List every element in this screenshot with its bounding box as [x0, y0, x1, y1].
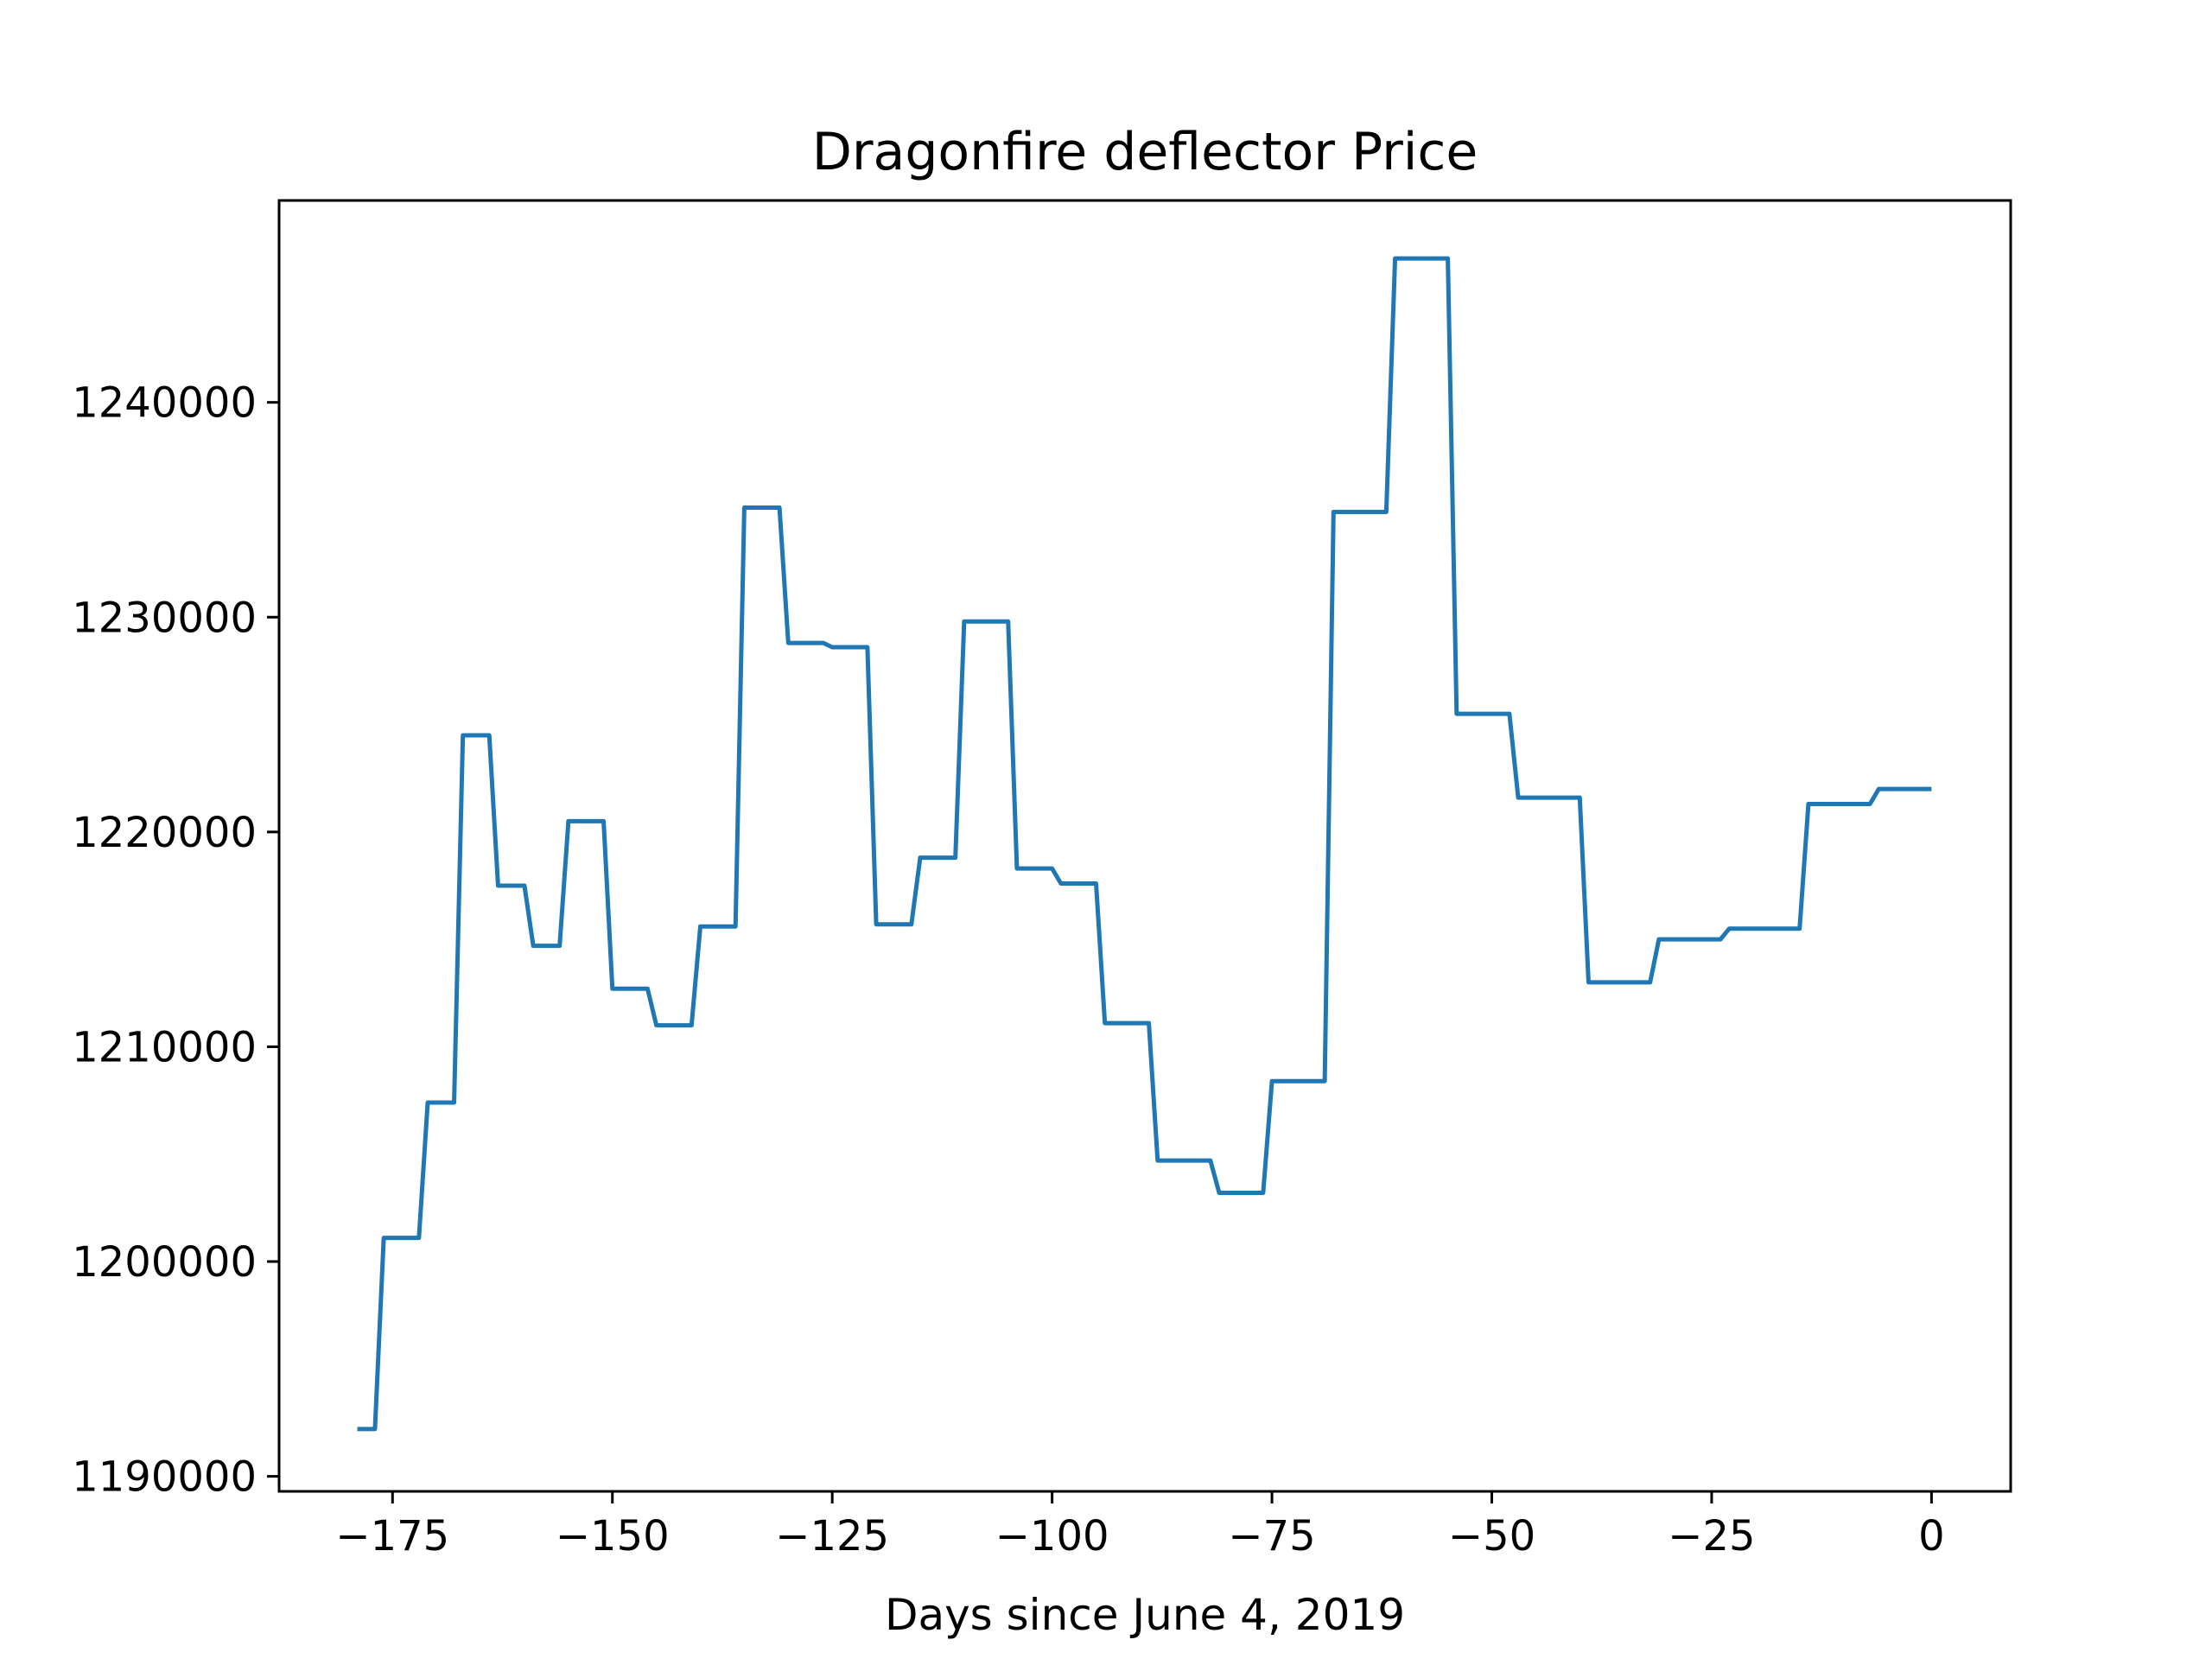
y-tick-label: 1210000: [72, 1023, 257, 1071]
y-tick-label: 1230000: [72, 594, 257, 642]
x-axis-label: Days since June 4, 2019: [885, 1590, 1405, 1640]
x-tick-label: −175: [335, 1512, 449, 1560]
x-tick-label: −25: [1668, 1512, 1755, 1560]
x-tick-label: 0: [1918, 1512, 1945, 1560]
x-tick-label: −50: [1448, 1512, 1535, 1560]
y-tick-label: 1190000: [72, 1453, 257, 1502]
x-tick-label: −150: [556, 1512, 670, 1560]
x-tick-label: −100: [995, 1512, 1109, 1560]
x-tick-label: −125: [775, 1512, 889, 1560]
y-tick-label: 1220000: [72, 809, 257, 857]
chart-title: Dragonfire deflector Price: [812, 122, 1478, 182]
x-axis: −175 −150 −125 −100 −75 −50 −25 0: [335, 1491, 1945, 1560]
series-line-0: [357, 256, 1932, 1432]
series-layer: [357, 256, 1932, 1432]
y-axis: 1190000 1200000 1210000 1220000 1230000 12400…: [72, 379, 279, 1502]
x-tick-label: −75: [1228, 1512, 1315, 1560]
y-tick-label: 1200000: [72, 1238, 257, 1287]
plot-frame: [277, 199, 2012, 1493]
y-tick-label: 1240000: [72, 379, 257, 428]
